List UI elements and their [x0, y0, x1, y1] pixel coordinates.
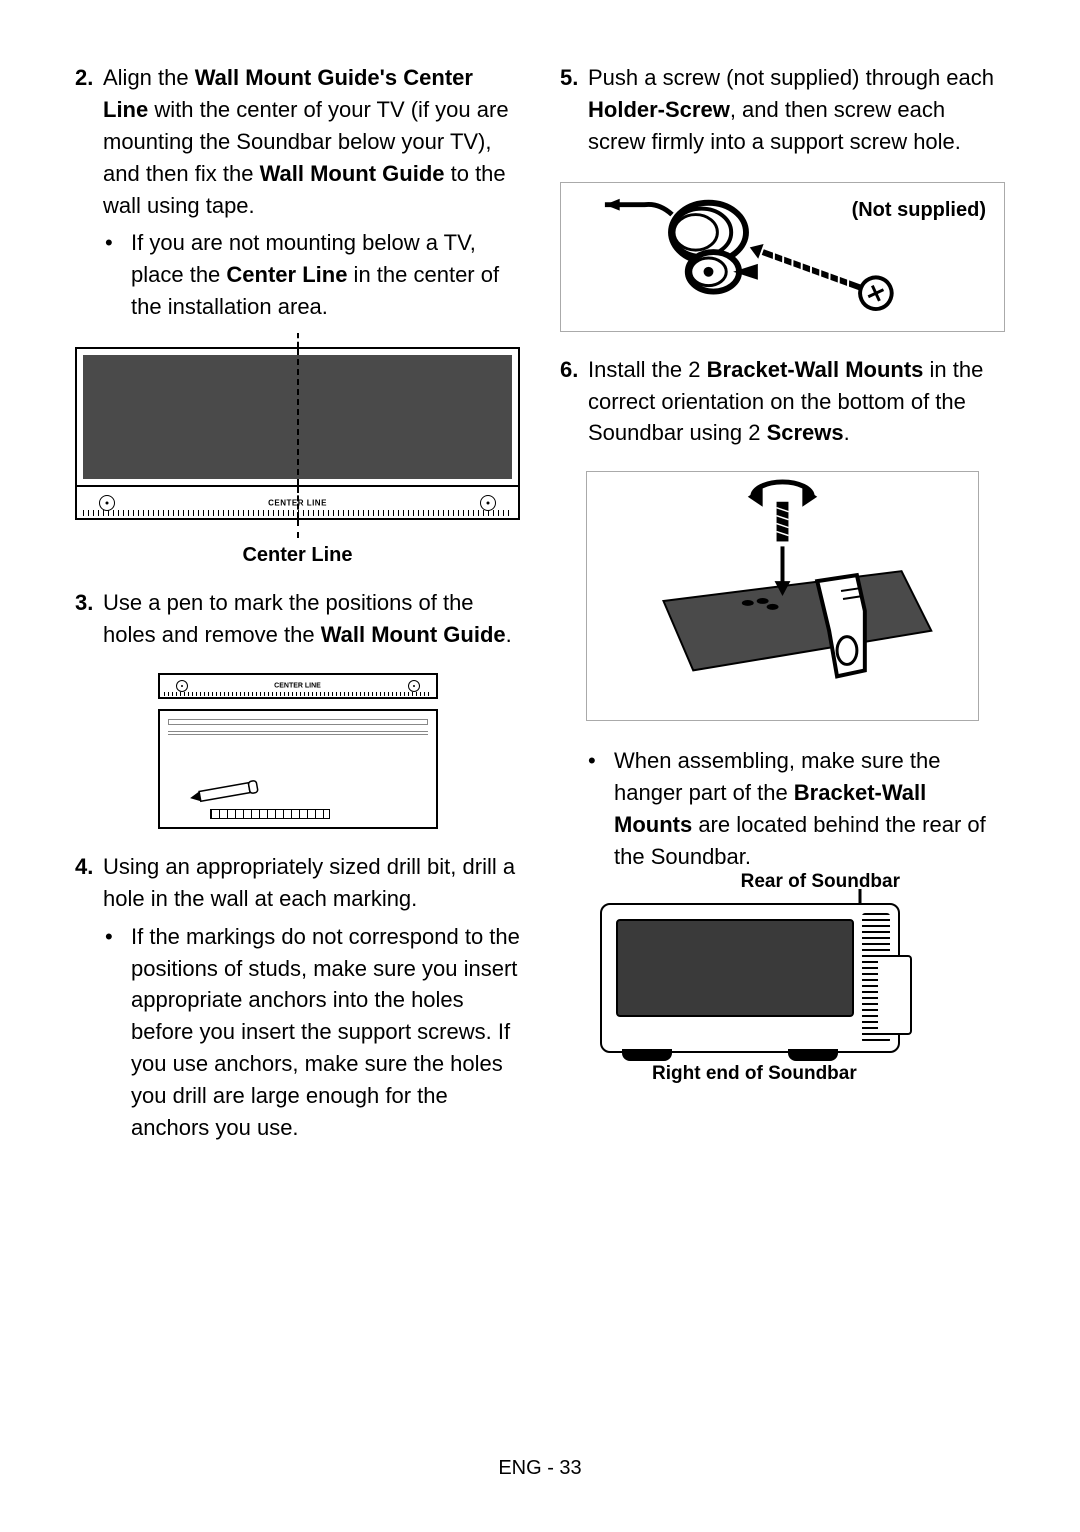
page: 2. Align the Wall Mount Guide's Center L… — [0, 0, 1080, 1194]
figure-holder-screw: (Not supplied) — [560, 182, 1005, 332]
step-5-body: Push a screw (not supplied) through each… — [588, 62, 1005, 158]
step-5: 5. Push a screw (not supplied) through e… — [560, 62, 1005, 158]
step-6-number: 6. — [560, 354, 588, 450]
soundbar-body-icon — [600, 903, 900, 1053]
step-5-bold-1: Holder-Screw — [588, 97, 730, 122]
label-rear-soundbar: Rear of Soundbar — [741, 871, 900, 893]
step-6-body: Install the 2 Bracket-Wall Mounts in the… — [588, 354, 1005, 450]
step-2-body: Align the Wall Mount Guide's Center Line… — [103, 62, 520, 323]
step-2-bullet-text: If you are not mounting below a TV, plac… — [131, 227, 520, 323]
guide-center-label-2: CENTER LINE — [274, 682, 321, 689]
page-footer: ENG - 33 — [0, 1457, 1080, 1480]
bullet-dot-icon: • — [588, 745, 614, 873]
step-3: 3. Use a pen to mark the positions of th… — [75, 587, 520, 651]
step-2-bullet: • If you are not mounting below a TV, pl… — [103, 227, 520, 323]
bullet-dot-icon: • — [105, 227, 131, 323]
step-2-text-1: Align the — [103, 65, 195, 90]
step-3-number: 3. — [75, 587, 103, 651]
step-6-bold-1: Bracket-Wall Mounts — [707, 357, 924, 382]
step-6-text-1: Install the 2 — [588, 357, 707, 382]
figure-bracket-install — [586, 471, 979, 721]
step-6-bold-2: Screws — [767, 420, 844, 445]
step-5-number: 5. — [560, 62, 588, 158]
label-right-end-soundbar: Right end of Soundbar — [600, 1063, 900, 1085]
wall-mount-guide-strip: CENTER LINE — [75, 486, 520, 520]
step-4-bullet: • If the markings do not correspond to t… — [103, 921, 520, 1144]
step-3-bold-1: Wall Mount Guide — [321, 622, 506, 647]
step-6-bullet-text: When assembling, make sure the hanger pa… — [614, 745, 1005, 873]
step-3-body: Use a pen to mark the positions of the h… — [103, 587, 520, 651]
step-4-text: Using an appropriately sized drill bit, … — [103, 854, 515, 911]
step-4: 4. Using an appropriately sized drill bi… — [75, 851, 520, 1144]
figure-pen-marking: CENTER LINE — [158, 673, 438, 829]
step-4-number: 4. — [75, 851, 103, 1144]
step-2: 2. Align the Wall Mount Guide's Center L… — [75, 62, 520, 323]
not-supplied-label: (Not supplied) — [852, 199, 986, 222]
figure-rear-soundbar: Rear of Soundbar Right end of Soundbar — [600, 877, 900, 1085]
bracket-install-icon — [587, 472, 978, 720]
step-6-text-3: . — [844, 420, 850, 445]
step-4-bullet-text: If the markings do not correspond to the… — [131, 921, 520, 1144]
step-5-text-1: Push a screw (not supplied) through each — [588, 65, 994, 90]
step-6-bullet: • When assembling, make sure the hanger … — [560, 745, 1005, 873]
step-6: 6. Install the 2 Bracket-Wall Mounts in … — [560, 354, 1005, 450]
step-2-bullet-b1: Center Line — [226, 262, 347, 287]
figure-1-caption: Center Line — [75, 544, 520, 567]
step-3-text-2: . — [506, 622, 512, 647]
step-2-number: 2. — [75, 62, 103, 323]
figure-center-line: CENTER LINE Center Line — [75, 347, 520, 567]
step-4-body: Using an appropriately sized drill bit, … — [103, 851, 520, 1144]
tv-illustration — [75, 347, 520, 487]
right-column: 5. Push a screw (not supplied) through e… — [560, 62, 1005, 1154]
left-column: 2. Align the Wall Mount Guide's Center L… — [75, 62, 520, 1154]
step-2-bold-2: Wall Mount Guide — [260, 161, 445, 186]
bullet-dot-icon: • — [105, 921, 131, 1144]
